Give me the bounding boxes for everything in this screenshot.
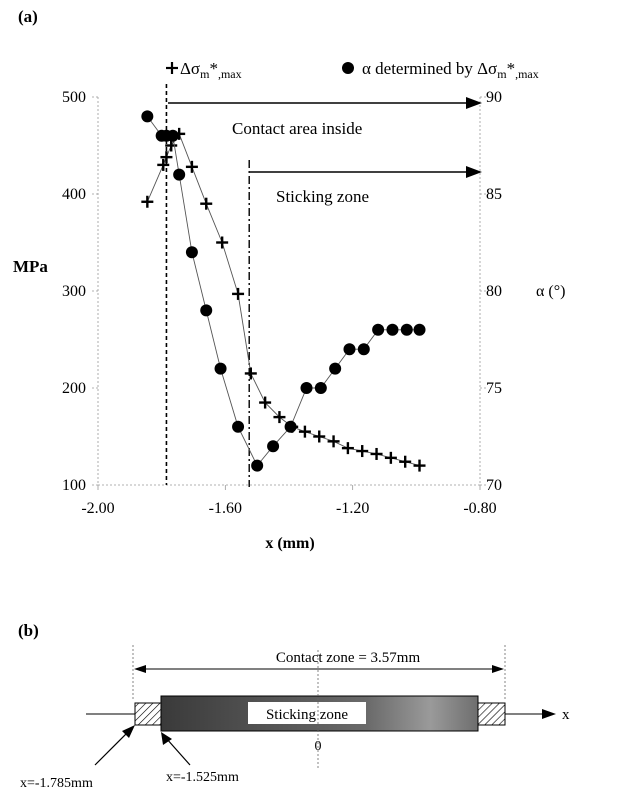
- delta-sigma-point: [327, 435, 340, 448]
- x-tick-label: -2.00: [81, 500, 114, 517]
- left-edge-label: x=-1.785mm: [20, 776, 93, 791]
- x-tick-label: -1.60: [209, 500, 242, 517]
- alpha-line: [146, 116, 420, 467]
- sticking-zone-arrow: [250, 166, 482, 178]
- alpha-point: [185, 246, 198, 259]
- legend-plus-marker: [166, 62, 178, 74]
- zero-label: 0: [315, 739, 322, 754]
- inner-edge-label: x=-1.525mm: [166, 770, 239, 785]
- alpha-point: [267, 440, 280, 453]
- y-right-ticks: 70 75 80 85 90: [480, 89, 502, 494]
- contact-zone-dimension: [134, 665, 504, 673]
- y-right-tick-label: 70: [486, 477, 502, 494]
- y-left-tick-label: 300: [62, 283, 86, 300]
- alpha-point: [386, 323, 399, 336]
- delta-sigma-point: [232, 287, 245, 300]
- x-tick-label: -1.20: [336, 500, 369, 517]
- alpha-point: [357, 343, 370, 356]
- delta-sigma-point: [200, 197, 213, 210]
- alpha-point: [166, 129, 179, 142]
- alpha-point: [141, 110, 154, 123]
- alpha-point: [200, 304, 213, 317]
- delta-sigma-point: [341, 442, 354, 455]
- y-left-ticks: 100 200 300 400 500: [62, 89, 98, 494]
- alpha-point: [372, 323, 385, 336]
- y-right-tick-label: 80: [486, 283, 502, 300]
- alpha-point: [173, 168, 186, 181]
- alpha-point: [314, 382, 327, 394]
- x-tick-label: -0.80: [463, 500, 496, 517]
- y-right-tick-label: 75: [486, 380, 502, 397]
- series-delta-sigma: [141, 127, 426, 472]
- sticking-zone-label: Sticking zone: [266, 707, 348, 723]
- delta-sigma-point: [216, 236, 229, 249]
- delta-sigma-point: [259, 396, 272, 409]
- x-ticks: -2.00 -1.60 -1.20 -0.80: [81, 485, 497, 517]
- delta-sigma-point: [313, 430, 326, 443]
- delta-sigma-point: [141, 195, 154, 208]
- slip-zone-left: [134, 702, 162, 726]
- alpha-point: [251, 459, 264, 472]
- y-right-tick-label: 85: [486, 186, 502, 203]
- alpha-point: [284, 420, 297, 433]
- delta-sigma-point: [399, 455, 412, 468]
- alpha-point: [413, 323, 426, 336]
- y-right-axis-title: α (°): [536, 283, 565, 300]
- x-axis-label-b: x: [562, 707, 570, 723]
- y-left-tick-label: 400: [62, 186, 86, 203]
- legend-circle-label: α determined by Δσm*,max: [362, 59, 539, 81]
- legend: Δσm*,max α determined by Δσm*,max: [166, 59, 539, 81]
- legend-plus-label: Δσm*,max: [180, 59, 242, 81]
- contact-area-annotation: Contact area inside: [232, 119, 362, 138]
- delta-sigma-point: [157, 158, 170, 171]
- delta-sigma-point: [298, 425, 311, 438]
- delta-sigma-point: [356, 445, 369, 458]
- alpha-point: [400, 323, 413, 336]
- x-axis-arrow: [505, 709, 556, 719]
- inner-edge-arrow: [161, 732, 191, 766]
- contact-area-arrow: [168, 97, 482, 109]
- panel-a-label: (a): [18, 7, 38, 26]
- alpha-point: [232, 420, 245, 433]
- delta-sigma-line: [146, 132, 420, 467]
- slip-zone-right: [477, 702, 506, 726]
- sticking-zone-annotation: Sticking zone: [276, 187, 369, 206]
- delta-sigma-point: [244, 367, 257, 380]
- alpha-point: [329, 362, 342, 375]
- series-alpha: [141, 110, 426, 472]
- alpha-point: [214, 362, 227, 375]
- delta-sigma-point: [185, 160, 198, 173]
- delta-sigma-point: [384, 451, 397, 464]
- left-edge-arrow: [94, 725, 135, 766]
- alpha-point: [300, 382, 313, 394]
- alpha-point: [343, 343, 356, 356]
- legend-circle-marker: [342, 62, 354, 74]
- delta-sigma-point: [273, 411, 286, 424]
- x-axis-title: x (mm): [265, 535, 314, 552]
- delta-sigma-point: [160, 151, 173, 164]
- delta-sigma-point: [413, 459, 426, 472]
- y-left-tick-label: 500: [62, 89, 86, 106]
- y-right-tick-label: 90: [486, 89, 502, 106]
- y-left-axis-title: MPa: [13, 257, 48, 276]
- y-left-tick-label: 200: [62, 380, 86, 397]
- contact-zone-label: Contact zone = 3.57mm: [276, 650, 421, 666]
- sticking-zone-label-bg: [248, 702, 366, 724]
- y-left-tick-label: 100: [62, 477, 86, 494]
- panel-b-label: (b): [18, 621, 39, 640]
- delta-sigma-point: [370, 447, 383, 460]
